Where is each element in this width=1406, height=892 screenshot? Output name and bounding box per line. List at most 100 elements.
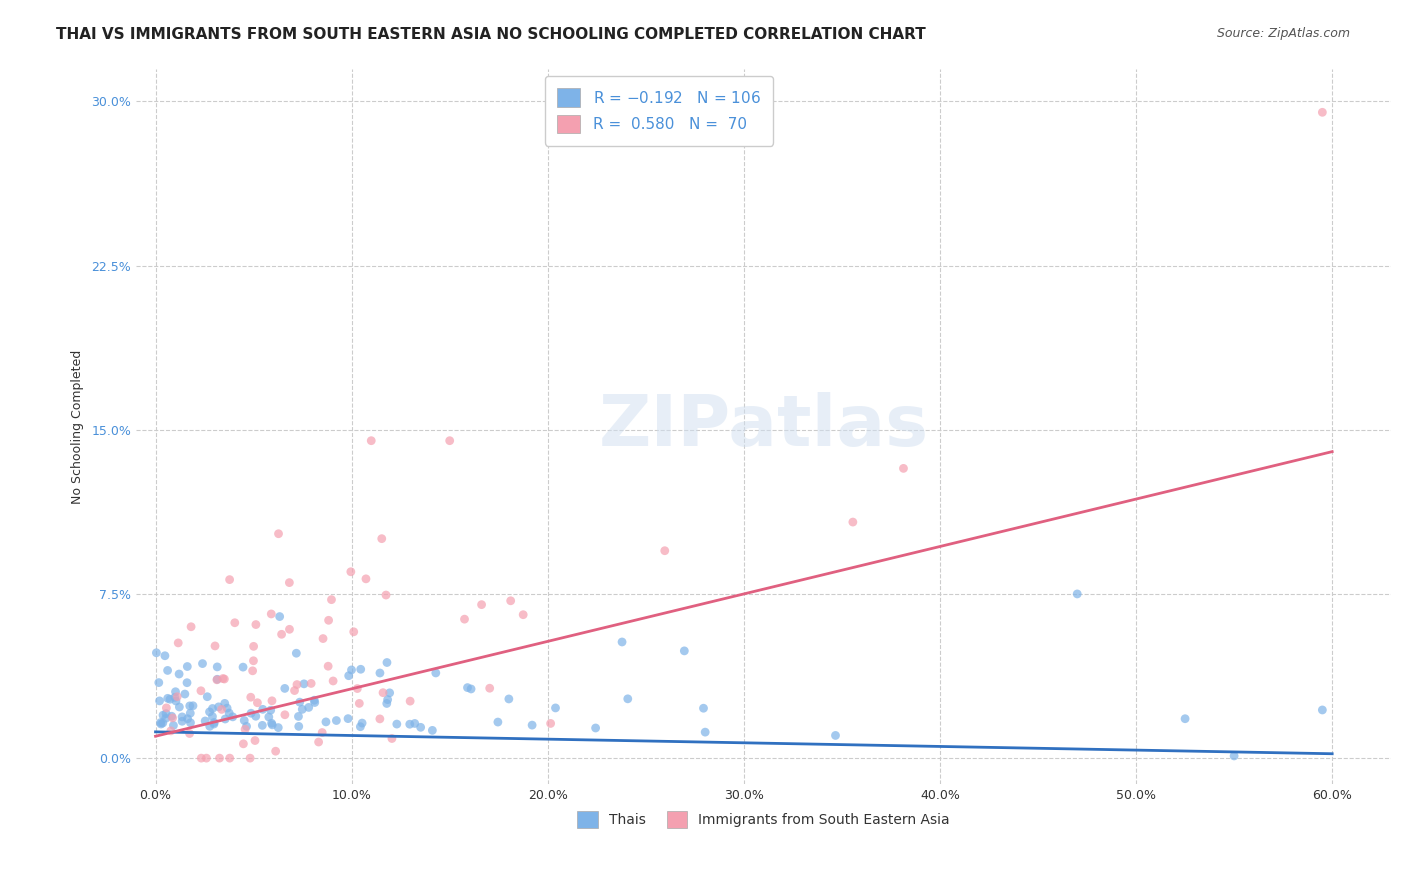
- Point: [354, 572, 377, 586]
- Point: [308, 735, 330, 749]
- Point: [160, 723, 183, 738]
- Point: [375, 588, 398, 602]
- Point: [453, 612, 475, 626]
- Point: [217, 701, 239, 715]
- Point: [422, 723, 444, 738]
- Point: [318, 613, 340, 627]
- Point: [153, 648, 176, 663]
- Point: [1312, 105, 1334, 120]
- Point: [155, 701, 177, 715]
- Point: [260, 703, 283, 717]
- Point: [222, 710, 245, 724]
- Point: [198, 705, 221, 719]
- Point: [409, 720, 432, 734]
- Point: [202, 715, 225, 730]
- Point: [233, 723, 256, 737]
- Point: [460, 681, 482, 696]
- Point: [198, 719, 221, 733]
- Point: [283, 683, 305, 698]
- Y-axis label: No Schooling Completed: No Schooling Completed: [72, 350, 84, 504]
- Point: [179, 715, 201, 730]
- Point: [343, 624, 366, 639]
- Point: [610, 635, 633, 649]
- Point: [1066, 587, 1088, 601]
- Point: [246, 696, 269, 710]
- Point: [340, 565, 363, 579]
- Point: [242, 654, 264, 668]
- Point: [160, 709, 183, 723]
- Point: [195, 690, 218, 704]
- Point: [212, 672, 235, 686]
- Point: [378, 686, 401, 700]
- Point: [371, 532, 394, 546]
- Point: [205, 673, 228, 687]
- Point: [287, 709, 309, 723]
- Point: [176, 712, 198, 726]
- Point: [148, 675, 170, 690]
- Point: [260, 607, 283, 621]
- Point: [207, 699, 229, 714]
- Point: [194, 714, 217, 728]
- Point: [162, 718, 184, 732]
- Point: [232, 737, 254, 751]
- Point: [499, 594, 522, 608]
- Point: [172, 714, 194, 729]
- Point: [346, 681, 368, 696]
- Point: [156, 664, 179, 678]
- Point: [278, 575, 301, 590]
- Point: [285, 646, 308, 660]
- Point: [260, 694, 283, 708]
- Point: [211, 702, 233, 716]
- Point: [471, 598, 494, 612]
- Point: [169, 700, 191, 714]
- Point: [1312, 703, 1334, 717]
- Point: [235, 719, 257, 733]
- Point: [312, 632, 335, 646]
- Point: [544, 701, 567, 715]
- Point: [349, 720, 371, 734]
- Point: [264, 744, 287, 758]
- Point: [242, 664, 264, 678]
- Point: [278, 622, 301, 636]
- Point: [692, 701, 714, 715]
- Point: [540, 716, 562, 731]
- Point: [398, 717, 420, 731]
- Point: [214, 712, 236, 726]
- Point: [368, 665, 391, 680]
- Point: [180, 620, 202, 634]
- Point: [291, 702, 314, 716]
- Point: [262, 718, 284, 732]
- Point: [232, 660, 254, 674]
- Point: [381, 731, 404, 746]
- Point: [288, 695, 311, 709]
- Point: [165, 684, 187, 698]
- Point: [239, 751, 262, 765]
- Point: [218, 573, 240, 587]
- Point: [190, 683, 212, 698]
- Point: [520, 718, 543, 732]
- Point: [654, 543, 676, 558]
- Point: [207, 660, 229, 674]
- Point: [156, 691, 179, 706]
- Point: [233, 714, 256, 728]
- Point: [274, 681, 297, 696]
- Point: [207, 673, 229, 687]
- Text: Source: ZipAtlas.com: Source: ZipAtlas.com: [1216, 27, 1350, 40]
- Point: [1174, 712, 1197, 726]
- Point: [201, 701, 224, 715]
- Point: [159, 692, 181, 706]
- Point: [195, 751, 218, 765]
- Point: [385, 717, 408, 731]
- Point: [292, 677, 315, 691]
- Point: [439, 434, 461, 448]
- Point: [149, 715, 172, 730]
- Point: [322, 673, 344, 688]
- Point: [181, 698, 204, 713]
- Point: [179, 706, 201, 721]
- Point: [352, 716, 374, 731]
- Point: [155, 706, 177, 721]
- Point: [287, 719, 309, 733]
- Point: [204, 639, 226, 653]
- Point: [152, 708, 174, 723]
- Point: [1223, 748, 1246, 763]
